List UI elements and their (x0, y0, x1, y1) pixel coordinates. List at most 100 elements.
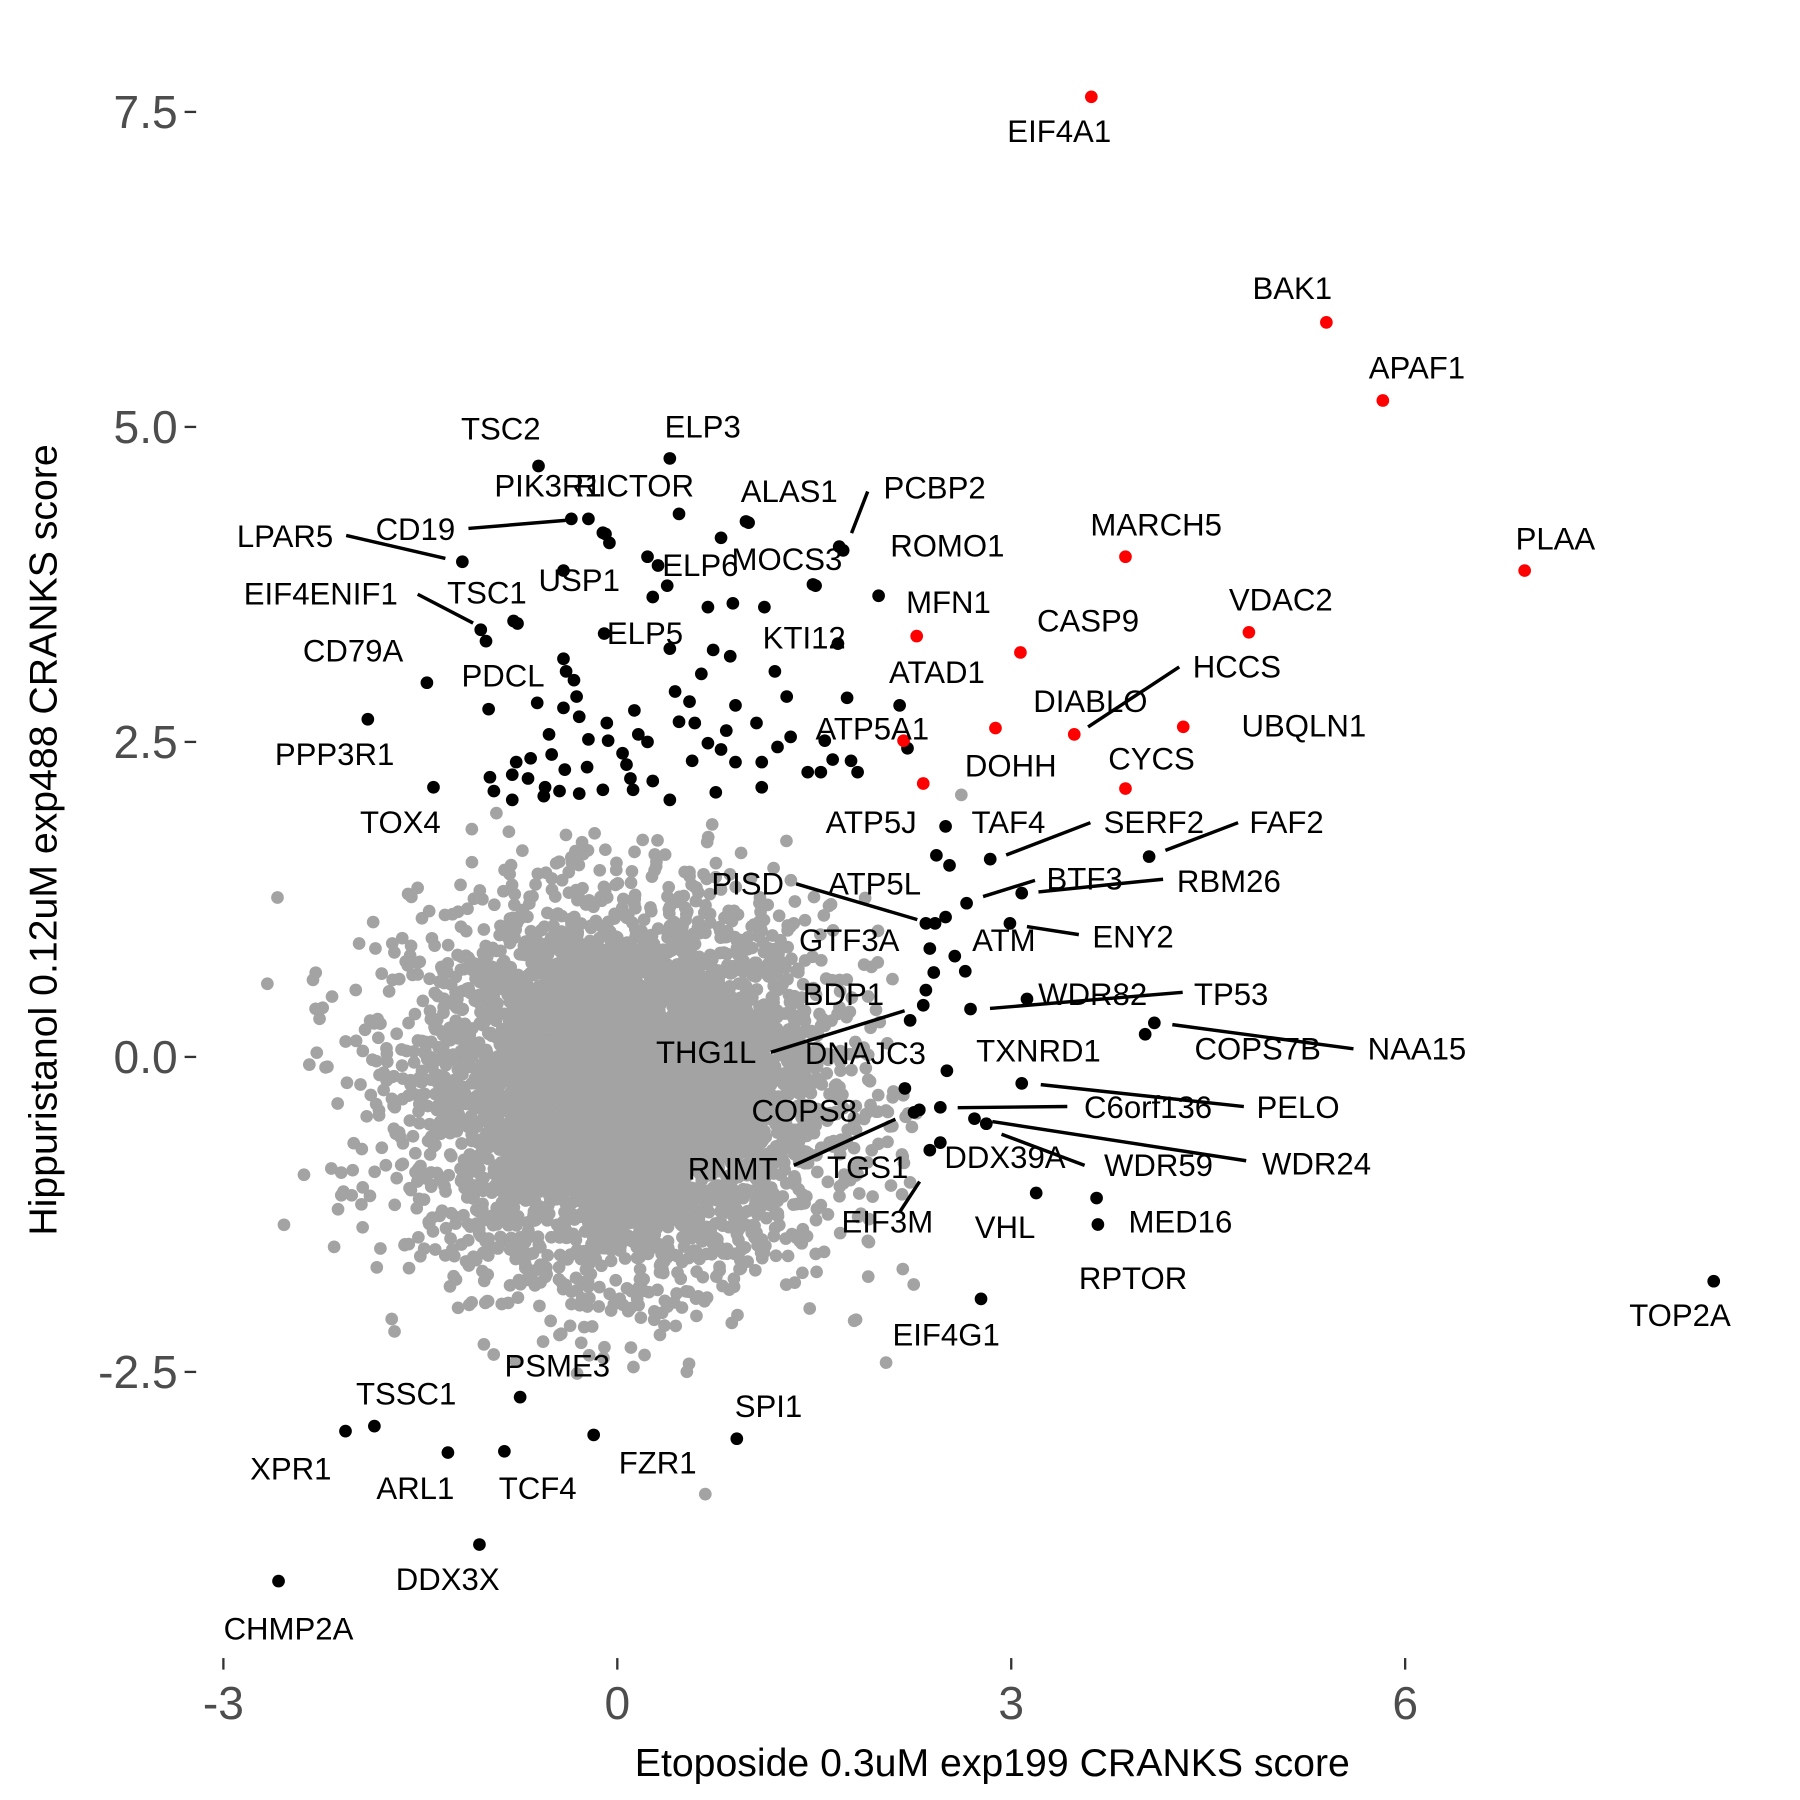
background-point (709, 870, 722, 884)
background-point (754, 1025, 767, 1039)
background-point (425, 1211, 439, 1225)
background-point (412, 1230, 425, 1244)
background-point (843, 1047, 857, 1061)
background-point (505, 1208, 519, 1221)
background-point (809, 1213, 823, 1227)
background-point (504, 1231, 518, 1245)
background-point (412, 1105, 425, 1118)
background-point (817, 1106, 831, 1120)
background-point (515, 1156, 529, 1169)
background-point (778, 1163, 791, 1176)
background-point (672, 936, 686, 950)
background-point (597, 880, 611, 894)
background-point (581, 1280, 595, 1294)
background-point (658, 1294, 672, 1308)
background-point (387, 1122, 401, 1136)
background-point (410, 1201, 424, 1215)
background-point (749, 1164, 762, 1178)
background-point (821, 1208, 835, 1221)
background-point (896, 1150, 910, 1164)
background-point (792, 1182, 806, 1196)
background-point (446, 1048, 460, 1061)
background-point (547, 940, 561, 954)
background-point (741, 942, 755, 956)
background-point (432, 1023, 446, 1037)
background-point (528, 1279, 542, 1292)
background-point (864, 1021, 877, 1035)
background-point (584, 921, 598, 935)
background-point (461, 1217, 475, 1231)
background-point (748, 1219, 761, 1233)
background-point (820, 1067, 834, 1080)
background-point (638, 1348, 651, 1362)
background-point (637, 913, 651, 927)
background-point (788, 895, 802, 908)
background-point (586, 1039, 600, 1052)
background-point (634, 1311, 648, 1325)
background-point (487, 1162, 501, 1176)
background-point (798, 913, 812, 927)
background-point (388, 1325, 401, 1338)
background-point (449, 1273, 463, 1286)
background-point (643, 1152, 657, 1166)
background-point (388, 1198, 402, 1212)
background-point (817, 1245, 831, 1259)
background-point (792, 962, 805, 976)
background-point (834, 1064, 847, 1078)
background-point (674, 1272, 688, 1286)
background-point (776, 978, 789, 992)
background-point (577, 1320, 591, 1334)
background-point (796, 1266, 809, 1280)
background-point (319, 1061, 332, 1074)
background-point (324, 1162, 338, 1175)
background-point (852, 1187, 866, 1200)
background-point (541, 1249, 554, 1262)
background-point (377, 1083, 390, 1097)
background-point (371, 1012, 384, 1026)
background-point (540, 1267, 553, 1281)
background-point (421, 1051, 435, 1064)
background-point (597, 1351, 610, 1365)
background-point (776, 1190, 790, 1203)
background-point (510, 1015, 523, 1028)
background-point (411, 968, 424, 981)
background-point (600, 891, 614, 904)
background-point (748, 1145, 762, 1159)
background-point (800, 1129, 814, 1143)
background-point (502, 825, 516, 839)
background-point (379, 1158, 393, 1172)
background-point (720, 924, 734, 938)
background-point (907, 1278, 921, 1291)
background-point (705, 818, 719, 831)
background-point (491, 1121, 505, 1135)
background-point (734, 846, 748, 860)
background-point (749, 970, 763, 983)
background-point (559, 828, 573, 842)
background-point (331, 1097, 344, 1110)
background-point (518, 1261, 532, 1275)
background-point (592, 1300, 606, 1313)
background-point (744, 1010, 757, 1024)
background-point (826, 924, 840, 937)
background-point (905, 1120, 919, 1134)
background-point (401, 887, 415, 901)
background-point (796, 977, 810, 991)
background-point (388, 946, 401, 959)
background-point (643, 955, 656, 969)
background-point (398, 1238, 412, 1251)
background-point (444, 1033, 457, 1047)
background-point (487, 898, 501, 912)
background-point (788, 1170, 801, 1183)
background-point (734, 1217, 748, 1231)
background-point (411, 881, 424, 895)
background-point (582, 1216, 595, 1230)
background-point (396, 1092, 409, 1106)
background-point (366, 915, 380, 929)
background-point (382, 985, 396, 998)
background-point (725, 914, 739, 928)
background-point (447, 1249, 461, 1263)
background-point (738, 1241, 752, 1254)
background-point (354, 1078, 367, 1091)
background-point (662, 902, 676, 916)
background-point (435, 1104, 449, 1118)
